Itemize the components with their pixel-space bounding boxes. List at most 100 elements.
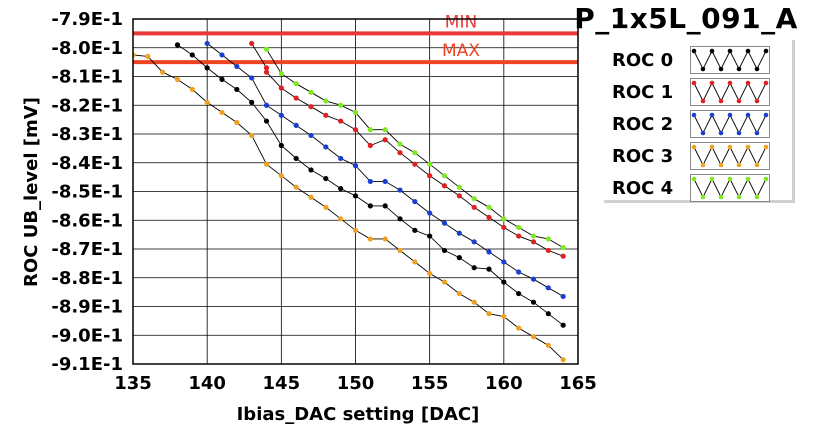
y-tick-label: -8.4E-1 [51,153,123,174]
data-point [278,112,284,118]
legend-swatch [690,46,770,74]
swatch-marker [718,98,724,104]
data-point [367,203,373,209]
data-point [441,173,448,179]
data-point [249,99,255,105]
data-point [338,155,344,162]
swatch-marker [763,112,769,118]
data-point [174,42,181,48]
data-point [427,161,433,167]
data-point [263,46,270,52]
swatch-marker [754,162,760,168]
series-roc-3 [133,52,566,363]
legend: ROC 0 ROC 1 ROC 2 ROC 3 ROC 4 [604,40,795,203]
data-point [545,236,551,242]
reference-lines: MIN MAX [133,12,578,65]
data-point [545,285,551,291]
swatch-marker [745,176,751,182]
data-point [412,227,418,233]
swatch-marker [745,144,751,150]
series-roc-4 [263,46,566,251]
data-point [323,98,329,104]
swatch-marker [736,98,742,104]
swatch-marker [727,176,733,182]
data-point [530,334,537,340]
swatch-marker [754,98,760,104]
legend-item-roc-0: ROC 0 [604,46,788,74]
swatch-marker [745,112,751,118]
data-point [308,167,314,173]
data-point [382,127,388,133]
legend-item-roc-1: ROC 1 [604,78,788,106]
swatch-marker [718,66,724,72]
swatch-marker [727,48,733,54]
data-point [516,325,522,331]
swatch-marker [754,130,760,136]
data-point [456,230,462,236]
reference-label-max: MAX [442,41,480,61]
data-point [441,279,448,285]
data-point [427,270,433,277]
data-point [145,53,151,59]
data-point [308,104,314,110]
data-point [352,109,359,116]
data-point [516,224,522,231]
data-point [471,196,477,202]
data-point [338,102,344,108]
data-point [530,299,537,305]
data-point [234,63,240,70]
data-point [545,342,551,348]
swatch-marker [718,162,724,168]
data-point [427,173,433,179]
data-point [456,290,462,297]
y-tick-label: -8.7E-1 [51,239,123,260]
swatch-marker [700,130,706,136]
series-line [266,48,564,248]
swatch-marker [736,66,742,72]
x-tick-label: 135 [114,373,152,394]
swatch-marker [691,112,697,118]
data-point [516,233,522,239]
legend-swatch [690,142,770,170]
swatch-marker [763,48,769,54]
x-tick-label: 140 [188,373,226,394]
data-point [486,204,492,210]
data-point [530,276,537,282]
swatch-marker [700,162,706,168]
data-point [560,293,566,300]
data-point [471,299,477,305]
swatch-marker [709,80,715,86]
legend-label: ROC 2 [612,114,674,135]
legend-item-roc-4: ROC 4 [604,174,788,202]
data-point [219,76,225,82]
data-point [219,109,225,116]
legend-label: ROC 0 [612,50,674,71]
data-point [471,204,477,210]
data-point [249,132,255,139]
x-tick-label: 160 [485,373,523,394]
data-point [501,313,507,320]
y-tick-label: -9.1E-1 [51,354,123,375]
swatch-marker [718,194,724,200]
swatch-marker [718,130,724,136]
y-axis-ticks: -7.9E-1 -8.0E-1 -8.1E-1 -8.2E-1 -8.3E-1 -8.4E… [51,9,123,375]
y-tick-label: -8.3E-1 [51,124,123,145]
data-point [501,279,507,285]
x-tick-label: 165 [559,373,597,394]
data-point [323,204,329,210]
data-point [323,144,329,150]
y-tick-label: -8.5E-1 [51,182,123,203]
data-point [263,161,270,167]
data-point [441,247,448,254]
data-point [249,75,255,81]
data-point [412,161,418,167]
data-point [397,150,403,156]
data-point [338,186,344,192]
data-point [352,193,359,199]
data-point [560,244,566,251]
swatch-marker [709,144,715,150]
y-tick-label: -8.0E-1 [51,38,123,59]
swatch-marker [700,98,706,104]
data-point [427,233,433,239]
data-point [234,119,240,126]
